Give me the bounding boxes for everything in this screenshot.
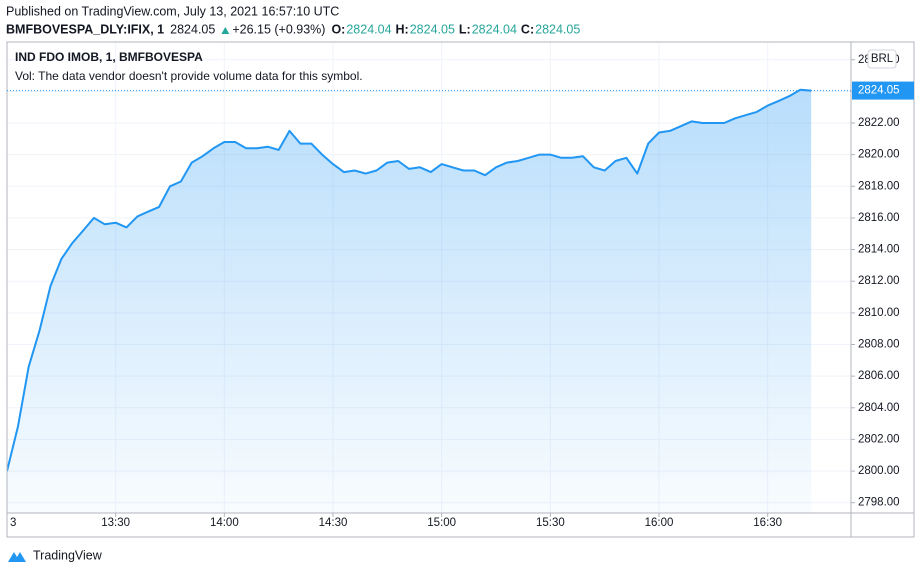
y-tick-label: 2798.00 — [858, 497, 900, 509]
symbol: BMFBOVESPA_DLY:IFIX, 1 — [6, 22, 164, 36]
currency-box — [867, 49, 897, 69]
y-tick-label: 2802.00 — [858, 433, 900, 445]
y-tick-label: 2822.00 — [858, 117, 900, 129]
y-tick-label: 2816.00 — [858, 212, 900, 224]
ohlc-label: O: — [331, 22, 345, 36]
ohlc-value: 2824.05 — [535, 22, 580, 36]
plot — [7, 88, 812, 513]
footer-brand: TradingView — [33, 548, 103, 562]
ohlc-value: 2824.04 — [472, 22, 517, 36]
price: 2824.05 — [170, 22, 215, 36]
last-price-tag — [852, 81, 914, 100]
y-tick-label: 2814.00 — [858, 244, 900, 256]
up-arrow — [221, 27, 230, 34]
chart-title: IND FDO IMOB, 1, BMFBOVESPA — [15, 50, 203, 64]
symbol-line: BMFBOVESPA_DLY:IFIX, 1 2824.05 +26.15 (+0.… — [6, 22, 580, 36]
y-tick-label: 2812.00 — [858, 275, 900, 287]
x-tick-label: 15:00 — [427, 517, 456, 529]
x-tick-label: 16:30 — [753, 517, 782, 529]
overlay: 2824.05 BRL — [7, 49, 914, 100]
y-tick-label: 2804.00 — [858, 402, 900, 414]
y-tick-label: 2810.00 — [858, 307, 900, 319]
y-tick-label: 2800.00 — [858, 465, 900, 477]
x-tick-label: 14:00 — [210, 517, 239, 529]
published-note: Published on TradingView.com, July 13, 2… — [6, 4, 339, 18]
change: +26.15 (+0.93%) — [232, 22, 325, 36]
area-fill — [7, 89, 812, 513]
tradingview-logo: TradingView — [8, 548, 103, 562]
ohlc-value: 2824.04 — [346, 22, 391, 36]
y-tick-label: 2808.00 — [858, 339, 900, 351]
y-tick-label: 2806.00 — [858, 370, 900, 382]
ohlc-label: L: — [459, 22, 471, 36]
x-tick-label: 14:30 — [319, 517, 348, 529]
x-tick-label: 13:30 — [101, 517, 130, 529]
ohlc-label: H: — [396, 22, 409, 36]
x-tick-label: 15:30 — [536, 517, 565, 529]
y-tick-label: 2820.00 — [858, 149, 900, 161]
y-tick-label: 2818.00 — [858, 180, 900, 192]
currency-label: BRL — [871, 53, 894, 65]
price-line — [7, 88, 812, 472]
chart-frame — [6, 41, 915, 538]
last-price-label: 2824.05 — [858, 85, 900, 97]
chart-subtitle: Vol: The data vendor doesn't provide vol… — [15, 69, 363, 83]
x-tick-label: 3 — [10, 517, 16, 529]
ohlc-value: 2824.05 — [410, 22, 455, 36]
x-tick-label: 16:00 — [645, 517, 674, 529]
ohlc-label: C: — [521, 22, 534, 36]
